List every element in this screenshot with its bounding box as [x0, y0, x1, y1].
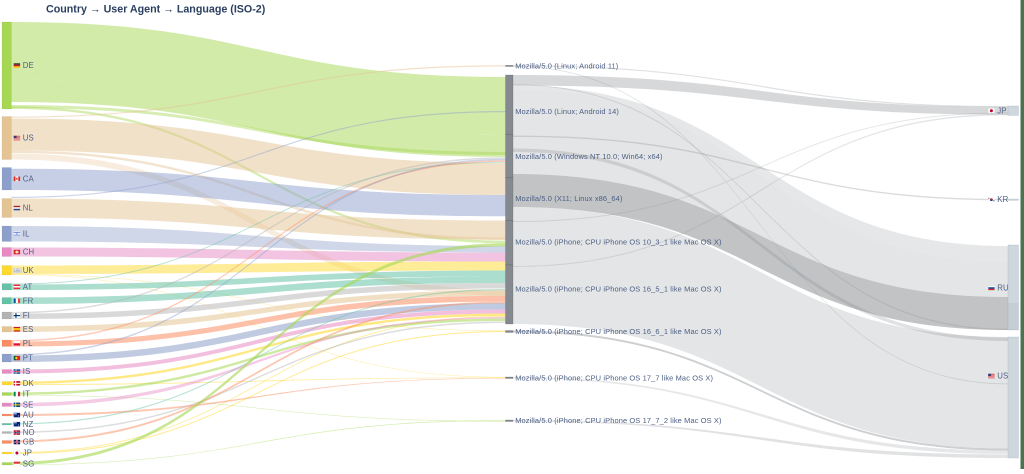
- svg-text:IS: IS: [23, 367, 31, 376]
- svg-text:AT: AT: [23, 282, 33, 291]
- svg-text:Mozilla/5.0 (iPhone; CPU iPhon: Mozilla/5.0 (iPhone; CPU iPhone OS 10_3_…: [515, 238, 722, 247]
- svg-text:PT: PT: [23, 354, 33, 363]
- svg-text:AU: AU: [23, 411, 34, 420]
- svg-text:Mozilla/5.0 (Linux; Android 14: Mozilla/5.0 (Linux; Android 14): [515, 107, 619, 116]
- svg-text:IT: IT: [23, 390, 30, 399]
- svg-text:Mozilla/5.0 (iPhone; CPU iPhon: Mozilla/5.0 (iPhone; CPU iPhone OS 17_7 …: [515, 373, 713, 382]
- svg-text:Mozilla/5.0 (iPhone; CPU iPhon: Mozilla/5.0 (iPhone; CPU iPhone OS 17_7_…: [515, 416, 722, 425]
- svg-text:FR: FR: [23, 296, 34, 305]
- svg-text:NL: NL: [23, 204, 34, 213]
- svg-text:Mozilla/5.0 (Linux; Android 11: Mozilla/5.0 (Linux; Android 11): [515, 61, 619, 70]
- svg-text:FI: FI: [23, 311, 30, 320]
- svg-text:DE: DE: [23, 61, 34, 70]
- svg-text:PL: PL: [23, 339, 33, 348]
- svg-text:JP: JP: [997, 106, 1006, 115]
- svg-text:DK: DK: [23, 379, 35, 388]
- svg-text:U: U: [14, 269, 17, 273]
- svg-text:US: US: [23, 134, 34, 143]
- svg-text:GB: GB: [23, 438, 34, 447]
- svg-text:JP: JP: [23, 449, 32, 458]
- svg-text:UK: UK: [23, 266, 35, 275]
- svg-text:Mozilla/5.0 (Windows NT 10.0;: Mozilla/5.0 (Windows NT 10.0; Win64; x64…: [515, 152, 663, 161]
- svg-text:SG: SG: [23, 459, 34, 468]
- svg-text:Mozilla/5.0 (X11; Linux x86_64: Mozilla/5.0 (X11; Linux x86_64): [515, 194, 623, 203]
- svg-text:CH: CH: [23, 248, 34, 257]
- svg-text:IL: IL: [23, 229, 30, 238]
- svg-text:NO: NO: [23, 428, 35, 437]
- svg-text:CA: CA: [23, 174, 35, 183]
- svg-text:Country → User Agent → Languag: Country → User Agent → Language (ISO-2): [46, 4, 266, 16]
- svg-text:Mozilla/5.0 (iPhone; CPU iPhon: Mozilla/5.0 (iPhone; CPU iPhone OS 16_6_…: [515, 327, 722, 336]
- svg-text:Mozilla/5.0 (iPhone; CPU iPhon: Mozilla/5.0 (iPhone; CPU iPhone OS 16_5_…: [515, 284, 722, 293]
- svg-text:KR: KR: [997, 195, 1008, 204]
- svg-text:US: US: [997, 372, 1008, 381]
- svg-text:SE: SE: [23, 400, 34, 409]
- svg-text:RU: RU: [997, 284, 1009, 293]
- svg-text:ES: ES: [23, 325, 34, 334]
